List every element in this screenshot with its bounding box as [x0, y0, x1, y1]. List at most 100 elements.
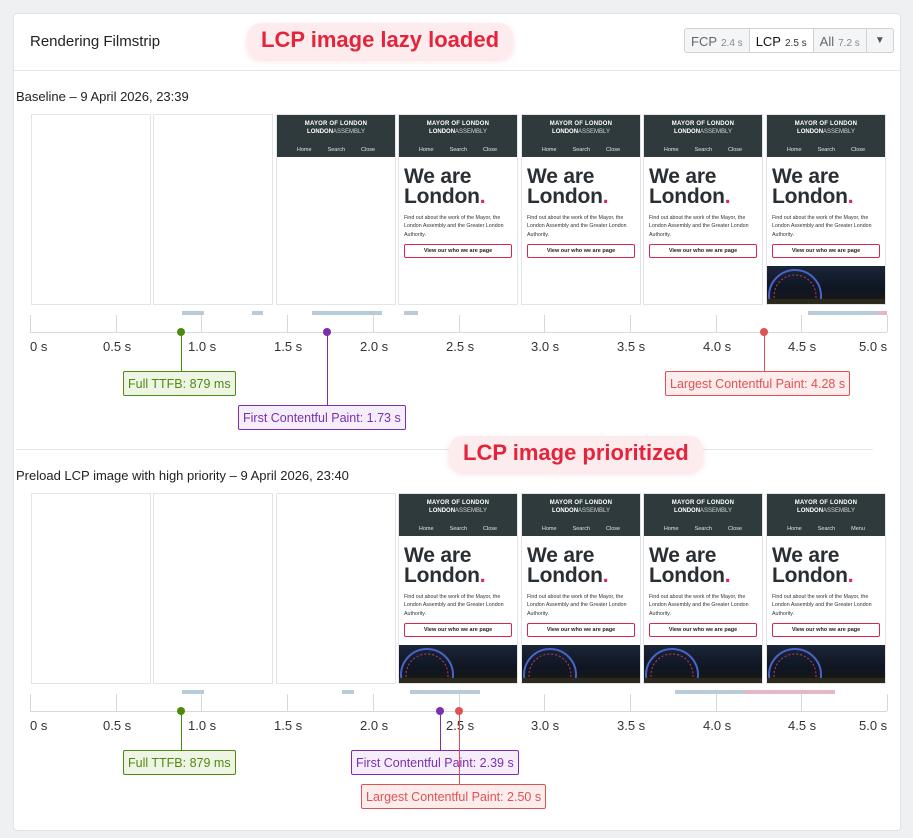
all-button[interactable]: All 7.2 s	[814, 29, 867, 52]
fcp-badge: First Contentful Paint: 2.39 s	[351, 750, 519, 775]
axis-tick	[373, 694, 374, 711]
filmstrip-frame[interactable]: MAYOR OF LONDON LONDONASSEMBLY Home Search C…	[766, 114, 886, 305]
screenshot-brand-light: ASSEMBLY	[578, 129, 610, 135]
screenshot-brand-line2: LONDONASSEMBLY	[399, 508, 517, 514]
screenshot-nav-item: Home	[663, 526, 679, 532]
screenshot-hero: We are London.	[404, 165, 512, 208]
axis-tick-label: 2.0 s	[360, 718, 389, 733]
screenshot-cta: View our who we are page	[649, 623, 757, 638]
screenshot-nav-item: Home	[541, 526, 557, 532]
ttfb-marker-dot	[177, 707, 185, 715]
filmstrip-frame[interactable]: MAYOR OF LONDON LONDONASSEMBLY Home Search C…	[643, 493, 763, 684]
screenshot-text: Find out about the work of the Mayor, th…	[404, 215, 504, 238]
screenshot-text: Find out about the work of the Mayor, th…	[527, 215, 627, 238]
filmstrip-frame[interactable]: MAYOR OF LONDON LONDONASSEMBLY Home Search C…	[398, 493, 518, 684]
activity-segment	[182, 690, 204, 694]
screenshot-hero-line: London.	[404, 185, 486, 208]
filmstrip-frame[interactable]: MAYOR OF LONDON LONDONASSEMBLY Home Search C…	[643, 114, 763, 305]
filmstrip-frame[interactable]	[153, 114, 273, 305]
filmstrip-frame[interactable]: MAYOR OF LONDON LONDONASSEMBLY Home Search C…	[521, 493, 641, 684]
screenshot-cta: View our who we are page	[404, 244, 512, 259]
filmstrip-frame[interactable]: MAYOR OF LONDON LONDONASSEMBLY Home Search C…	[276, 114, 396, 305]
screenshot-hero-line: We are	[649, 544, 717, 567]
chevron-down-icon: ▼	[874, 35, 885, 46]
screenshot-brand-light: ASSEMBLY	[578, 508, 610, 514]
screenshot-hero: We are London.	[404, 545, 512, 587]
axis-tick	[459, 694, 460, 711]
screenshot-hero-line: London.	[527, 185, 609, 208]
london-eye-illustration	[767, 648, 885, 683]
screenshot-hero-dot: .	[724, 564, 731, 587]
screenshot-nav-item: Search	[449, 147, 468, 153]
activity-segment	[410, 690, 480, 694]
screenshot-body: We are London. Find out about the work of …	[644, 536, 762, 638]
screenshot-brand-light: ASSEMBLY	[700, 129, 732, 135]
screenshot-hero-line: We are	[404, 165, 472, 188]
screenshot-cta: View our who we are page	[527, 244, 635, 259]
screenshot-nav: Home Search Close	[399, 526, 517, 532]
screenshot-text: Find out about the work of the Mayor, th…	[649, 215, 749, 238]
activity-segment	[342, 690, 354, 694]
axis-tick	[544, 315, 545, 332]
screenshot-nav-item: Close	[851, 147, 866, 153]
screenshot-brand-bold: LONDON	[429, 508, 456, 514]
axis-tick-label: 1.5 s	[274, 339, 303, 354]
screenshot-nav: Home Search Close	[399, 147, 517, 153]
axis-tick	[801, 694, 802, 711]
screenshot-nav: Home Search Close	[522, 147, 640, 153]
lcp-marker-dot	[760, 328, 768, 336]
wheel-rim	[400, 648, 454, 683]
screenshot-nav-item: Search	[817, 147, 836, 153]
filmstrip-frame[interactable]	[31, 114, 151, 305]
filmstrip-frame[interactable]	[153, 493, 273, 684]
fcp-button[interactable]: FCP 2.4 s	[685, 29, 750, 52]
screenshot-nav-item: Search	[694, 526, 713, 532]
axis-tick-label: 1.0 s	[188, 339, 217, 354]
wheel-rim	[768, 269, 822, 304]
axis-tick	[30, 315, 31, 332]
annotation-lazy-loaded: LCP image lazy loaded	[247, 23, 514, 59]
lcp-button[interactable]: LCP 2.5 s	[749, 29, 814, 52]
panel-title: Rendering Filmstrip	[30, 33, 161, 50]
wheel-inner	[405, 653, 449, 683]
screenshot-nav-item: Home	[418, 526, 434, 532]
fcp-marker-dot	[323, 328, 331, 336]
activity-segment	[252, 311, 263, 315]
screenshot-nav-item: Home	[787, 526, 802, 532]
screenshot-header: MAYOR OF LONDON LONDONASSEMBLY Home Search C…	[277, 115, 395, 157]
screenshot-brand-line2: LONDONASSEMBLY	[644, 129, 762, 135]
screenshot-hero: We are London.	[527, 545, 635, 586]
all-button-label: All	[819, 34, 835, 49]
filmstrip-frame[interactable]: MAYOR OF LONDON LONDONASSEMBLY Home Search C…	[398, 114, 518, 305]
screenshot-header: MAYOR OF LONDON LONDONASSEMBLY Home Search C…	[399, 115, 517, 157]
axis-tick	[630, 694, 631, 711]
screenshot-cta: View our who we are page	[649, 244, 757, 259]
filmstrip-frame[interactable]	[31, 493, 151, 684]
screenshot-nav: Home Search Close	[644, 526, 762, 532]
screenshot-hero-line: London.	[404, 564, 486, 587]
screenshot-brand-bold: LONDON	[797, 129, 824, 135]
screenshot-hero: We are London.	[772, 166, 880, 207]
screenshot-header: MAYOR OF LONDON LONDONASSEMBLY Home Search C…	[644, 494, 762, 536]
axis-tick	[201, 315, 202, 332]
filmstrip-frame[interactable]: MAYOR OF LONDON LONDONASSEMBLY Home Search C…	[521, 114, 641, 305]
screenshot-brand-light: ASSEMBLY	[823, 508, 855, 514]
screenshot-nav-item: Home	[296, 147, 312, 153]
dropdown-caret-button[interactable]: ▼	[867, 29, 893, 52]
filmstrip-frame[interactable]	[276, 493, 396, 684]
screenshot-hero-line: We are	[772, 544, 840, 567]
screenshot-nav-item: Search	[327, 147, 346, 153]
timeline-axis	[30, 332, 887, 333]
all-button-value: 7.2 s	[838, 38, 860, 49]
filmstrip-frame[interactable]: MAYOR OF LONDON LONDONASSEMBLY Home Search M…	[766, 493, 886, 684]
screenshot-cta: View our who we are page	[772, 623, 880, 638]
screenshot-london-eye-image	[644, 645, 762, 683]
screenshot-brand-line2: LONDONASSEMBLY	[644, 508, 762, 514]
screenshot-brand-bold: LONDON	[552, 508, 579, 514]
lcp-button-value: 2.5 s	[784, 38, 807, 49]
axis-tick-label: 1.5 s	[274, 718, 303, 733]
axis-tick-label: 0.5 s	[103, 339, 132, 354]
axis-tick-label: 4.0 s	[703, 339, 732, 354]
screenshot-text: Find out about the work of the Mayor, th…	[649, 594, 749, 617]
screenshot-nav-item: Close	[483, 147, 498, 153]
